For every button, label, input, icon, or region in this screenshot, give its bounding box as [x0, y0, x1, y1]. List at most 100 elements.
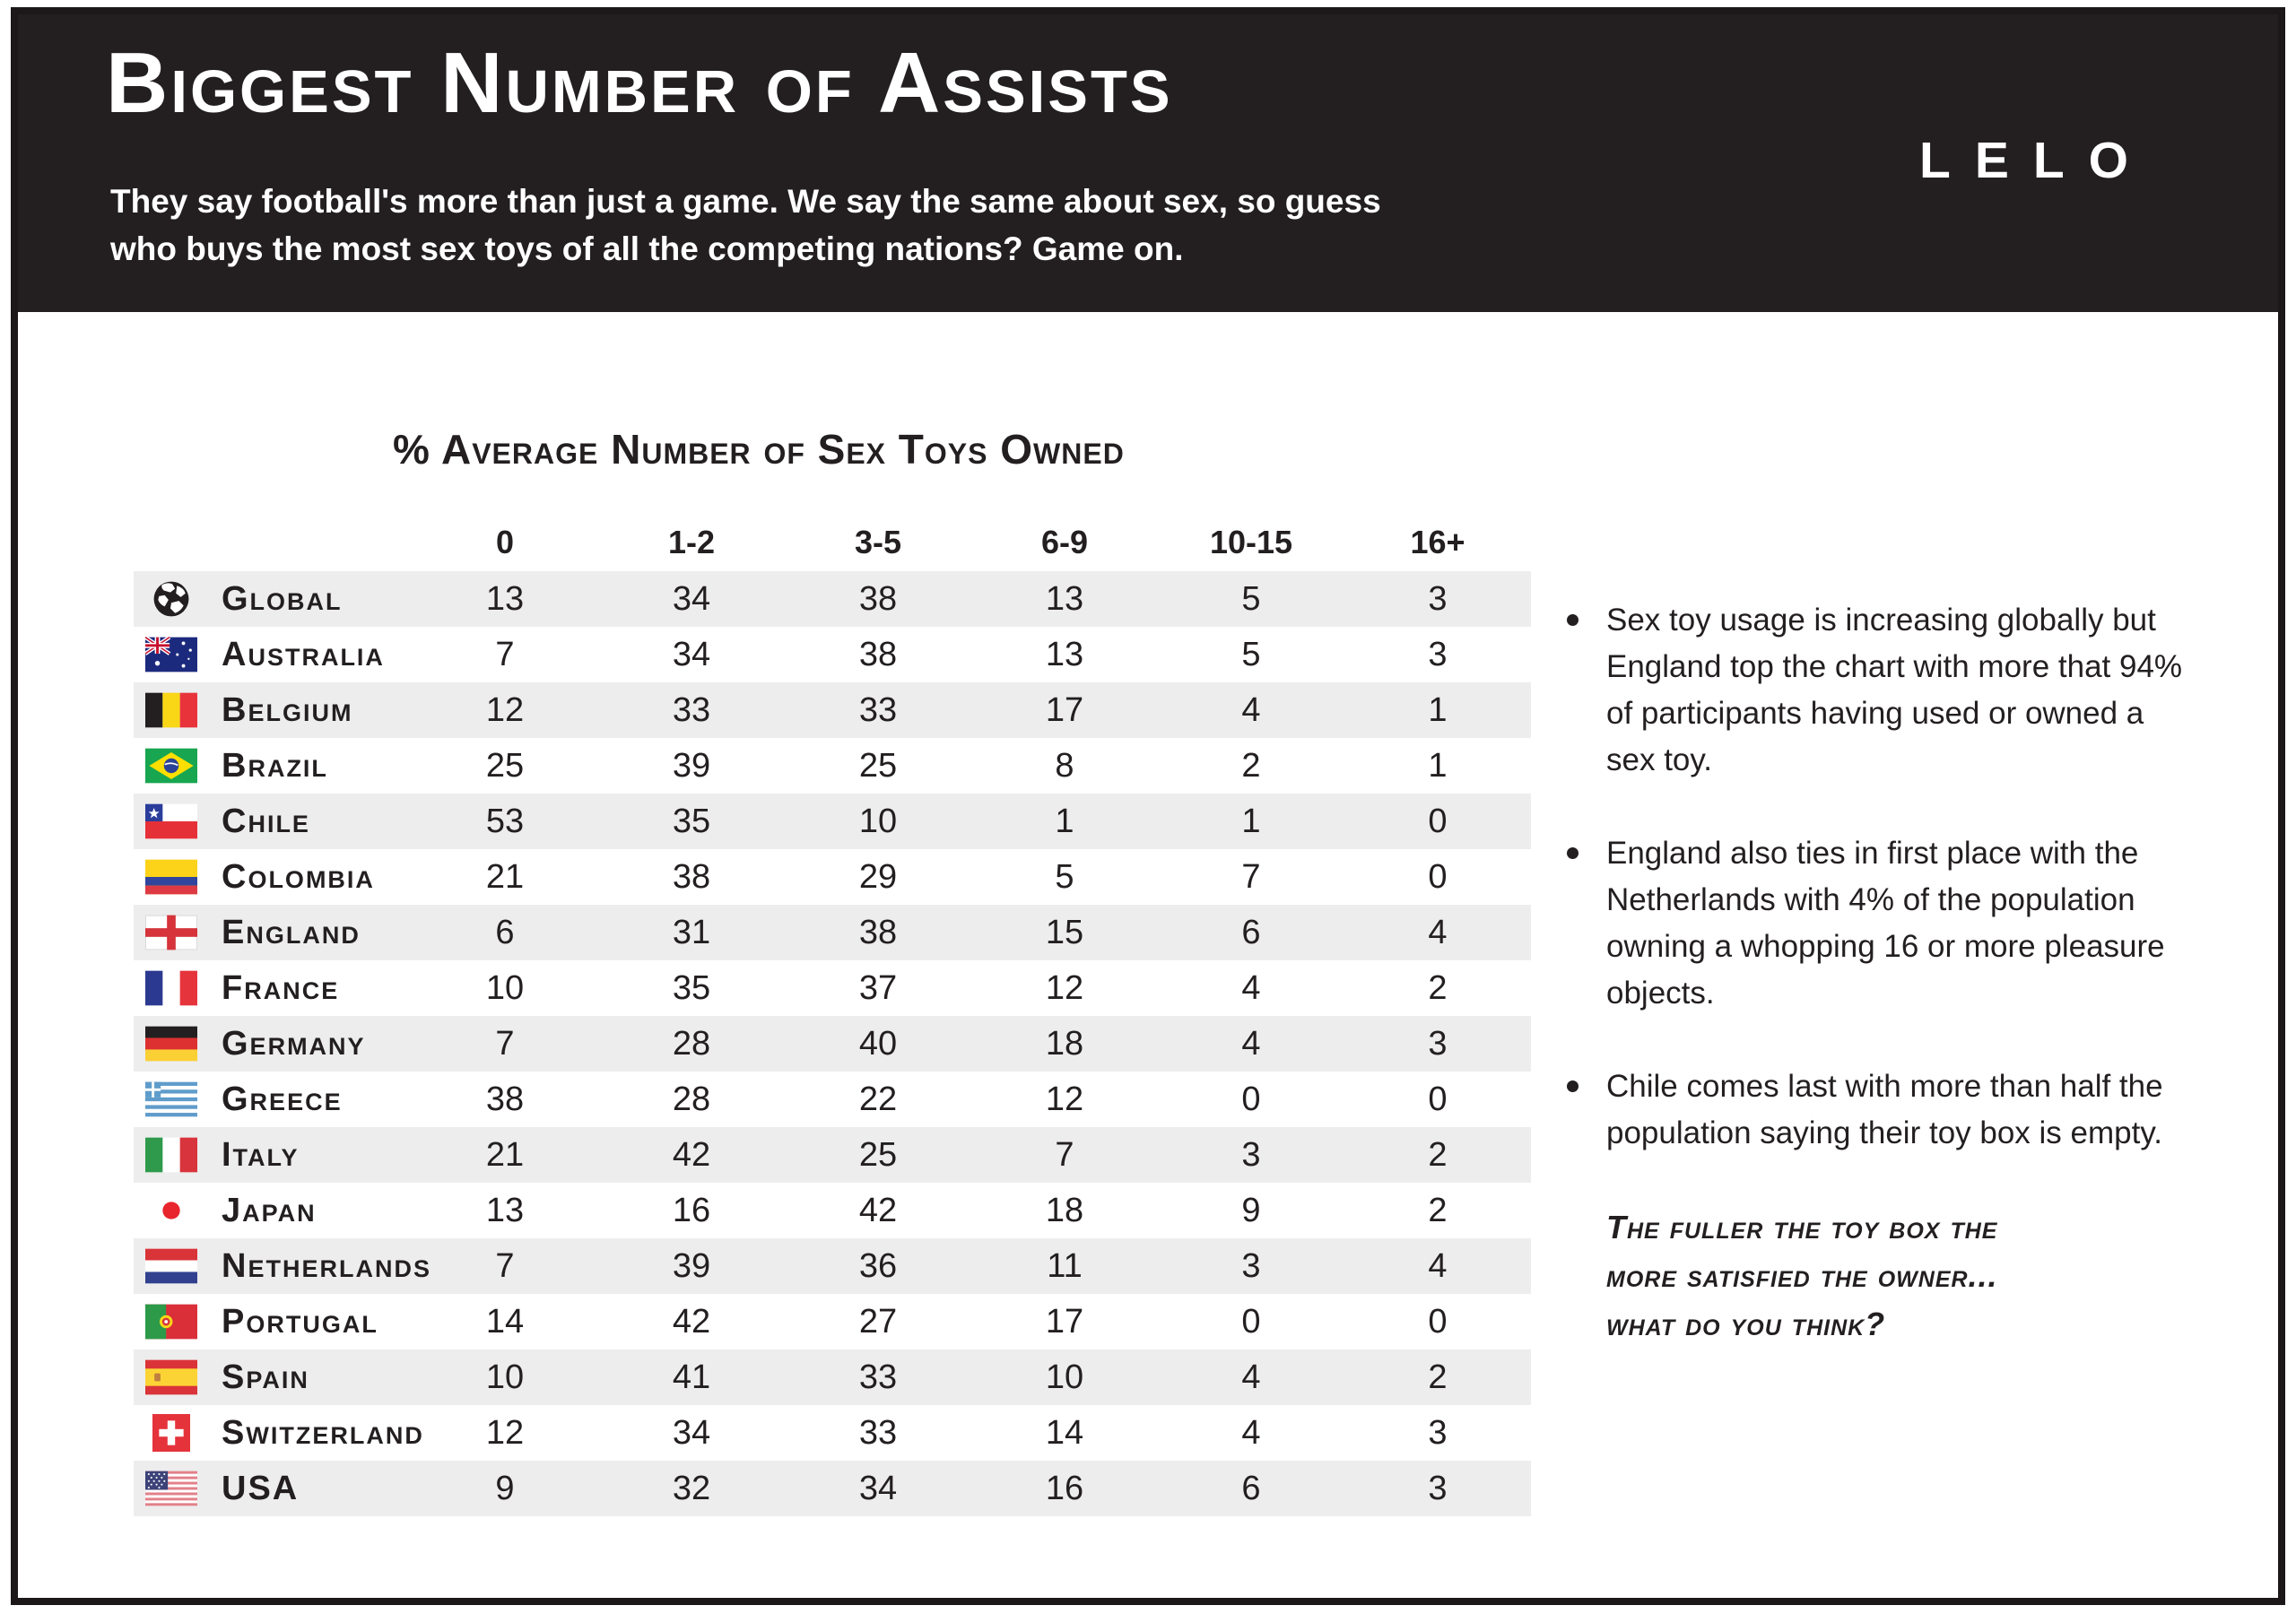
cell-value: 17 [1045, 690, 1084, 729]
cell-value: 4 [1241, 1413, 1261, 1452]
insights-panel: Sex toy usage is increasing globally but… [1565, 597, 2193, 1349]
cell-value: 1 [1055, 802, 1074, 840]
table-row: Colombia 21 38 29 5 7 0 [134, 849, 1531, 905]
cell-value: 0 [1428, 857, 1448, 896]
table-row: Netherlands 7 39 36 11 3 4 [134, 1238, 1531, 1294]
flag-cell [134, 580, 222, 618]
cell-value: 21 [485, 857, 525, 896]
cell-value: 3 [1428, 1413, 1448, 1452]
cell-value: 32 [672, 1469, 711, 1507]
cell-value: 13 [485, 1191, 525, 1229]
cell-value: 0 [1428, 1302, 1448, 1341]
country-label: Global [222, 579, 343, 618]
subtitle-line-1: They say football's more than just a gam… [110, 183, 1381, 220]
cell-value: 7 [495, 1024, 515, 1063]
country-label: Germany [222, 1024, 366, 1063]
cell-value: 34 [858, 1469, 898, 1507]
cell-value: 14 [1045, 1413, 1084, 1452]
table-row: Australia 7 34 38 13 5 3 [134, 627, 1531, 682]
table-row: England 6 31 38 15 6 4 [134, 905, 1531, 960]
country-label: Belgium [222, 690, 353, 729]
flag-belgium-icon [145, 692, 197, 728]
cell-value: 38 [858, 635, 898, 673]
table-row: Brazil 25 39 25 8 2 1 [134, 738, 1531, 794]
country-label: Netherlands [222, 1246, 431, 1285]
cell-value: 16 [1045, 1469, 1084, 1507]
brand-logo: LELO [1919, 132, 2152, 189]
cell-value: 10 [485, 1358, 525, 1396]
flag-usa-icon [145, 1471, 197, 1506]
cell-value: 38 [858, 579, 898, 618]
insight-bullet: Sex toy usage is increasing globally but… [1565, 597, 2193, 784]
table-row: USA 9 32 34 16 6 3 [134, 1461, 1531, 1516]
flag-cell [134, 859, 222, 895]
table-row: Switzerland 12 34 33 14 4 3 [134, 1405, 1531, 1461]
cell-value: 8 [1055, 746, 1074, 785]
country-label: France [222, 968, 340, 1007]
flag-switzerland-icon [145, 1414, 197, 1452]
flag-chile-icon [145, 803, 197, 839]
cell-value: 10 [1045, 1358, 1084, 1396]
cell-value: 15 [1045, 913, 1084, 951]
flag-netherlands-icon [145, 1248, 197, 1284]
bullet-list: Sex toy usage is increasing globally but… [1565, 597, 2193, 1157]
cell-value: 38 [858, 913, 898, 951]
cell-value: 34 [672, 635, 711, 673]
cell-value: 21 [485, 1135, 525, 1174]
flag-cell [134, 1026, 222, 1062]
country-label: USA [222, 1469, 300, 1507]
country-label: England [222, 913, 361, 951]
country-label: Italy [222, 1135, 300, 1174]
cell-value: 35 [672, 802, 711, 840]
column-header: 6-9 [1040, 524, 1089, 560]
cell-value: 31 [672, 913, 711, 951]
flag-cell [134, 1081, 222, 1117]
cell-value: 18 [1045, 1191, 1084, 1229]
cell-value: 27 [858, 1302, 898, 1341]
column-header: 10-15 [1209, 524, 1293, 560]
cell-value: 11 [1047, 1246, 1083, 1285]
flag-cell [134, 803, 222, 839]
table-row: Global 13 34 38 13 5 3 [134, 571, 1531, 627]
insight-bullet: England also ties in first place with th… [1565, 830, 2193, 1017]
cell-value: 22 [858, 1080, 898, 1118]
cell-value: 33 [858, 690, 898, 729]
table-row: Germany 7 28 40 18 4 3 [134, 1016, 1531, 1072]
cell-value: 7 [1055, 1135, 1074, 1174]
flag-cell [134, 1359, 222, 1395]
cell-value: 18 [1045, 1024, 1084, 1063]
cell-value: 12 [1045, 968, 1084, 1007]
cell-value: 4 [1241, 690, 1261, 729]
cell-value: 33 [672, 690, 711, 729]
cell-value: 7 [495, 635, 515, 673]
flag-cell [134, 1137, 222, 1173]
country-label: Greece [222, 1080, 343, 1118]
cell-value: 6 [1241, 913, 1261, 951]
cell-value: 39 [672, 1246, 711, 1285]
cell-value: 16 [672, 1191, 711, 1229]
country-label: Brazil [222, 746, 328, 785]
flag-colombia-icon [145, 859, 197, 895]
cell-value: 1 [1241, 802, 1261, 840]
flag-cell [134, 915, 222, 950]
country-label: Chile [222, 802, 310, 840]
column-header: 16+ [1410, 524, 1465, 560]
flag-portugal-icon [145, 1304, 197, 1340]
table-row: Italy 21 42 25 7 3 2 [134, 1127, 1531, 1183]
cell-value: 12 [1045, 1080, 1084, 1118]
note-line-1: The fuller the toy box the [1606, 1209, 1998, 1245]
globe-icon [145, 580, 197, 618]
table-row: Spain 10 41 33 10 4 2 [134, 1349, 1531, 1405]
cell-value: 12 [485, 690, 525, 729]
cell-value: 42 [672, 1302, 711, 1341]
country-label: Spain [222, 1358, 309, 1396]
flag-italy-icon [145, 1137, 197, 1173]
cell-value: 6 [1241, 1469, 1261, 1507]
flag-japan-icon [145, 1193, 197, 1228]
country-label: Australia [222, 635, 385, 673]
flag-cell [134, 970, 222, 1006]
cell-value: 39 [672, 746, 711, 785]
flag-france-icon [145, 970, 197, 1006]
table-row: Greece 38 28 22 12 0 0 [134, 1072, 1531, 1127]
cell-value: 5 [1241, 579, 1261, 618]
